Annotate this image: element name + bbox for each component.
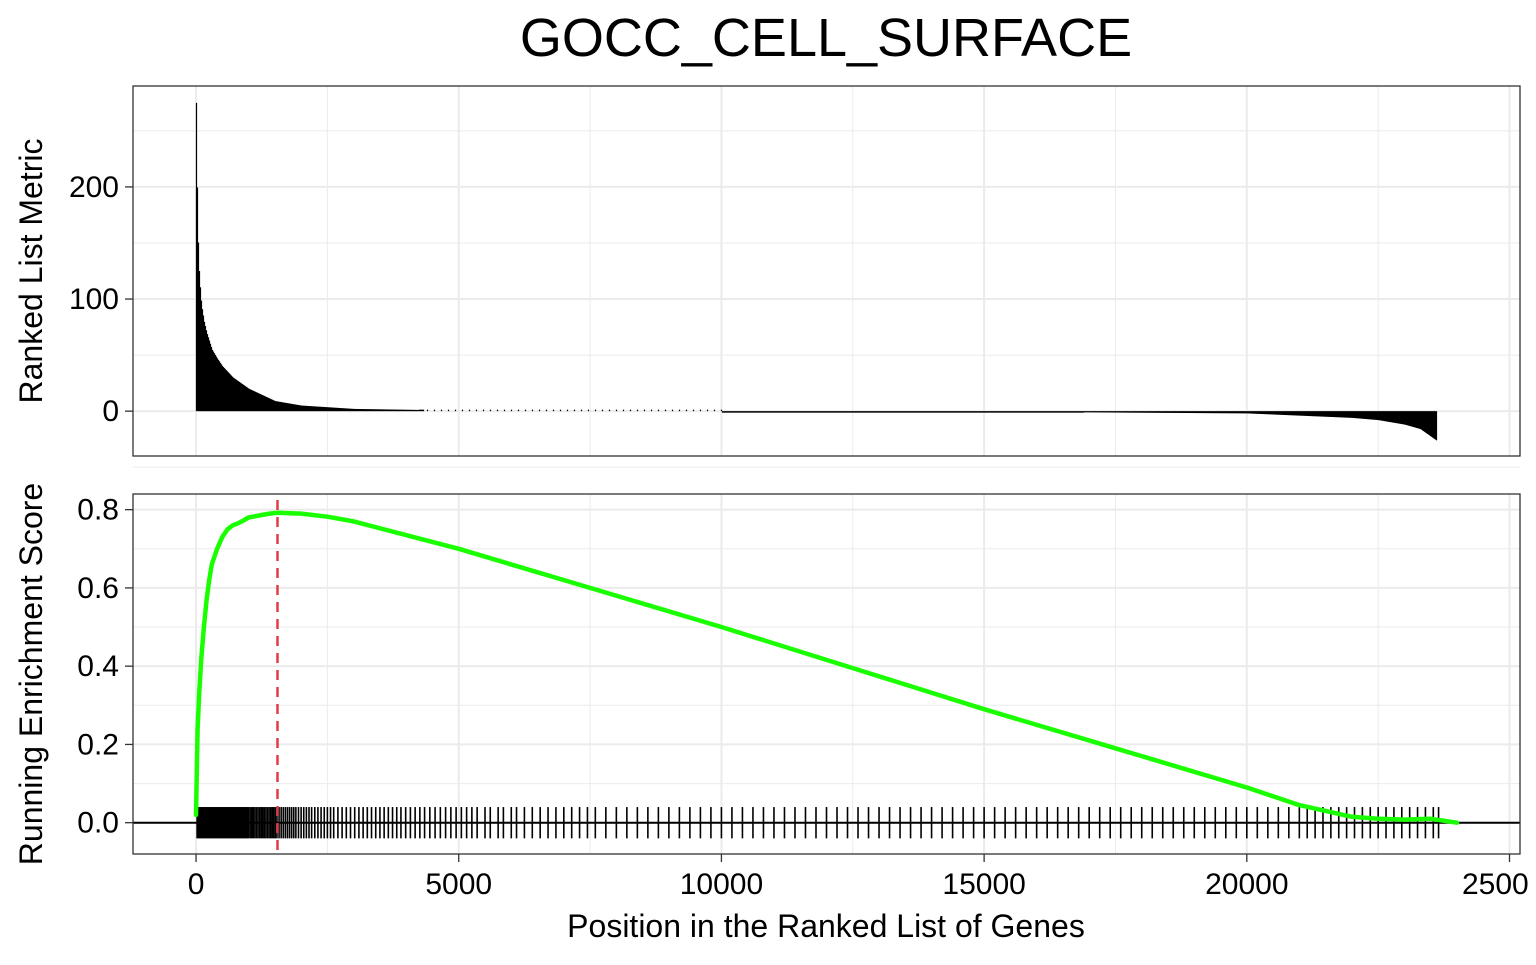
ranked-metric-panel: 0 100 200 Ranked List Metric	[13, 85, 1521, 468]
top-panel-border	[132, 85, 1521, 457]
bottom-panel-y-ticks: 0.0 0.2 0.4 0.6 0.8	[77, 494, 133, 840]
chart-title: GOCC_CELL_SURFACE	[520, 8, 1132, 68]
top-panel-background	[133, 86, 1520, 456]
top-y-tick-label: 100	[69, 283, 119, 316]
x-tick-label: 0	[188, 868, 205, 901]
bottom-y-tick-label: 0.0	[77, 807, 119, 840]
top-y-axis-title: Ranked List Metric	[13, 139, 49, 404]
x-axis-title: Position in the Ranked List of Genes	[567, 908, 1085, 944]
x-tick-label: 10000	[680, 868, 763, 901]
x-tick-label: 5000	[425, 868, 492, 901]
bottom-y-axis-title: Running Enrichment Score	[13, 483, 49, 865]
bottom-y-tick-label: 0.4	[77, 650, 119, 683]
x-tick-label: 2500	[1462, 868, 1529, 901]
ranked-metric-bars	[195, 102, 1438, 441]
bottom-panel-background	[133, 494, 1520, 854]
bottom-y-tick-label: 0.2	[77, 728, 119, 761]
top-y-tick-label: 200	[69, 171, 119, 204]
bottom-panel-border	[132, 493, 1521, 855]
bottom-y-tick-label: 0.6	[77, 572, 119, 605]
top-panel-y-ticks: 0 100 200	[69, 171, 133, 428]
running-enrichment-line	[193, 510, 1460, 825]
top-panel-grid	[133, 86, 1520, 468]
bottom-y-tick-label: 0.8	[77, 494, 119, 527]
top-y-tick-label: 0	[102, 395, 119, 428]
x-tick-label: 15000	[942, 868, 1025, 901]
enrichment-score-panel: 0.0 0.2 0.4 0.6 0.8 0 5000 10000 15000 20000 2500…	[13, 483, 1529, 944]
bottom-panel-x-ticks: 0 5000 10000 15000 20000 2500	[188, 854, 1529, 901]
x-tick-label: 20000	[1205, 868, 1288, 901]
